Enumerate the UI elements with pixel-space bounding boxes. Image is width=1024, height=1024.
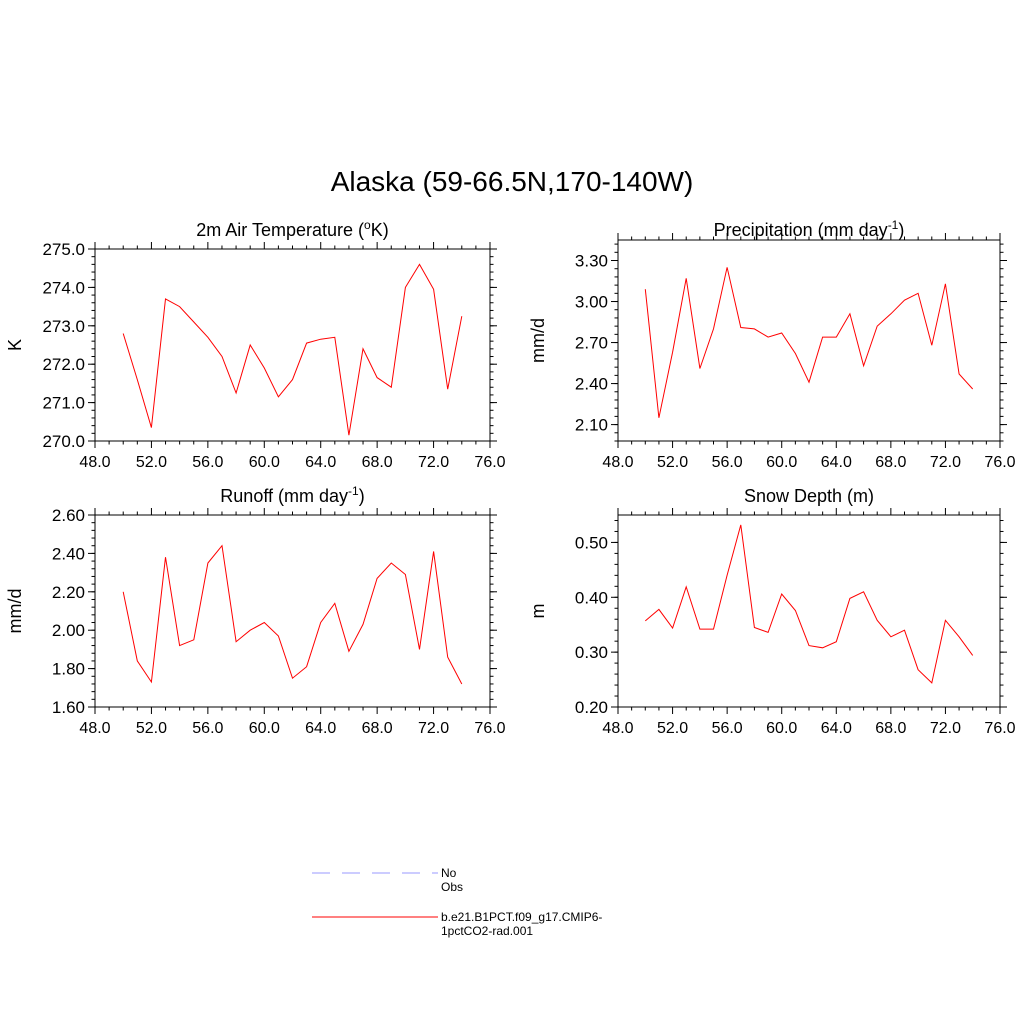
x-tick-label: 72.0 <box>930 720 961 737</box>
series-line <box>122 544 463 685</box>
x-tick-label: 68.0 <box>875 720 906 737</box>
y-tick-label: 2.70 <box>575 334 608 353</box>
y-tick-label: 2.60 <box>52 506 85 525</box>
panel-title-tail: ) <box>898 220 904 240</box>
y-tick-label: 0.20 <box>575 698 608 717</box>
x-tick-label: 64.0 <box>305 454 336 471</box>
x-tick-label: 68.0 <box>875 454 906 471</box>
x-tick-label: 48.0 <box>602 720 633 737</box>
y-tick-label: 271.0 <box>42 394 85 413</box>
x-tick-label: 56.0 <box>192 454 223 471</box>
x-tick-label: 76.0 <box>984 454 1015 471</box>
y-tick-label: 1.80 <box>52 660 85 679</box>
y-tick-label: 2.10 <box>575 416 608 435</box>
panel-title-main: Snow Depth (m) <box>744 486 874 506</box>
panel-title: Runoff (mm day-1) <box>220 484 364 506</box>
panel-title: Precipitation (mm day-1) <box>714 218 905 240</box>
panel-3: 48.0 52.0 56.0 60.0 64.0 68.0 72.0 76.0 1.60 1.80… <box>5 484 506 737</box>
x-tick-label: 48.0 <box>79 454 110 471</box>
panel-title-sup: o <box>364 218 371 232</box>
x-tick-label: 48.0 <box>79 720 110 737</box>
panel-title-tail: ) <box>359 486 365 506</box>
y-tick-label: 3.00 <box>575 293 608 312</box>
y-tick-label: 2.40 <box>52 544 85 563</box>
y-tick-label: 273.0 <box>42 317 85 336</box>
figure-title: Alaska (59-66.5N,170-140W) <box>330 166 694 197</box>
panel-2: 48.0 52.0 56.0 60.0 64.0 68.0 72.0 76.0 2.10 2.40… <box>528 218 1016 471</box>
x-tick-label: 60.0 <box>249 720 280 737</box>
x-tick-label: 56.0 <box>712 720 743 737</box>
x-tick-label: 52.0 <box>136 454 167 471</box>
y-axis-label: mm/d <box>5 589 25 634</box>
y-tick-label: 272.0 <box>42 355 85 374</box>
x-tick-label: 64.0 <box>305 720 336 737</box>
series-line <box>644 267 974 418</box>
x-tick-label: 60.0 <box>766 454 797 471</box>
y-tick-label: 275.0 <box>42 240 85 259</box>
x-tick-label: 56.0 <box>192 720 223 737</box>
y-tick-label: 2.00 <box>52 621 85 640</box>
y-tick-label: 0.50 <box>575 533 608 552</box>
legend-label-model: b.e21.B1PCT.f09_g17.CMIP6-1pctCO2-rad.00… <box>441 910 603 938</box>
y-tick-label: 0.40 <box>575 588 608 607</box>
x-tick-label: 56.0 <box>712 454 743 471</box>
y-tick-label: 1.60 <box>52 698 85 717</box>
x-tick-label: 76.0 <box>474 720 505 737</box>
y-tick-label: 274.0 <box>42 278 85 297</box>
x-tick-label: 68.0 <box>362 454 393 471</box>
panel-title-sup: -1 <box>888 218 899 232</box>
x-tick-label: 52.0 <box>657 454 688 471</box>
x-tick-label: 72.0 <box>418 720 449 737</box>
y-axis-label: mm/d <box>528 318 548 363</box>
panel-title-main: Precipitation (mm day <box>714 220 888 240</box>
panel-title-tail: K) <box>371 220 389 240</box>
panel-title-main: Runoff (mm day <box>220 486 348 506</box>
y-tick-label: 0.30 <box>575 643 608 662</box>
x-tick-label: 72.0 <box>930 454 961 471</box>
x-tick-label: 48.0 <box>602 454 633 471</box>
x-tick-label: 68.0 <box>362 720 393 737</box>
series-line <box>122 263 463 436</box>
y-axis-label: m <box>528 604 548 619</box>
x-tick-label: 60.0 <box>766 720 797 737</box>
x-tick-label: 76.0 <box>474 454 505 471</box>
x-tick-label: 72.0 <box>418 454 449 471</box>
x-tick-label: 64.0 <box>821 454 852 471</box>
y-tick-label: 2.40 <box>575 375 608 394</box>
panel-title: 2m Air Temperature (oK) <box>196 218 388 240</box>
panel-1: 48.0 52.0 56.0 60.0 64.0 68.0 72.0 76.0 270.0 271… <box>5 218 506 471</box>
panel-title: Snow Depth (m) <box>744 486 874 506</box>
series-line <box>644 524 974 684</box>
x-tick-label: 60.0 <box>249 454 280 471</box>
y-tick-label: 270.0 <box>42 432 85 451</box>
y-axis-label: K <box>5 339 25 351</box>
panel-4: 48.0 52.0 56.0 60.0 64.0 68.0 72.0 76.0 0.20 0.30… <box>528 486 1016 737</box>
y-tick-label: 3.30 <box>575 252 608 271</box>
x-tick-label: 52.0 <box>657 720 688 737</box>
legend-label-obs: No Obs <box>441 866 464 894</box>
x-tick-label: 64.0 <box>821 720 852 737</box>
panel-title-main: 2m Air Temperature ( <box>196 220 364 240</box>
x-tick-label: 76.0 <box>984 720 1015 737</box>
y-tick-label: 2.20 <box>52 583 85 602</box>
x-tick-label: 52.0 <box>136 720 167 737</box>
panel-title-sup: -1 <box>348 484 359 498</box>
